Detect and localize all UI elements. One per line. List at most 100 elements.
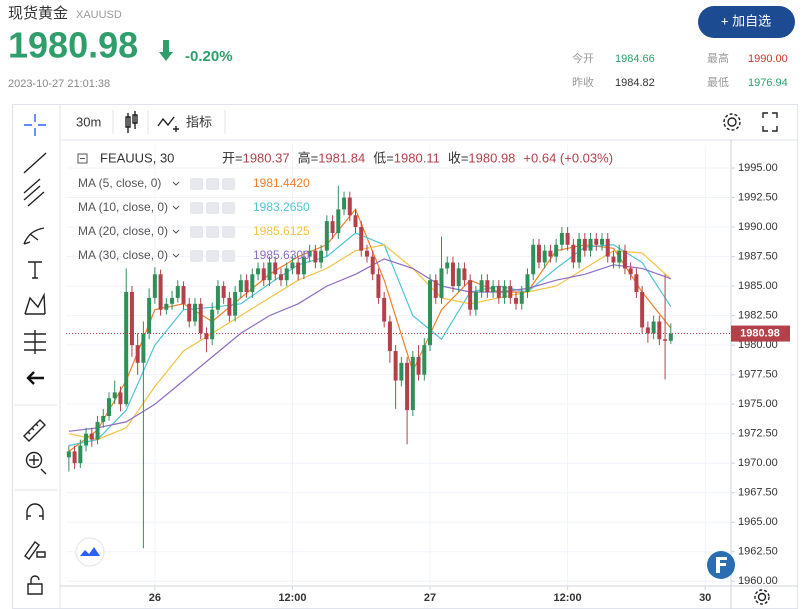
interval[interactable]: 30m <box>76 114 101 129</box>
down-arrow <box>159 40 173 61</box>
ohlc-label: 高= <box>298 150 319 165</box>
ma-name: MA (20, close, 0) <box>78 224 168 238</box>
gear-icon[interactable] <box>723 113 741 131</box>
gear-icon[interactable] <box>727 117 737 127</box>
ma-value: 1985.6300 <box>253 248 310 262</box>
candle-body <box>399 362 404 381</box>
ma-control <box>206 178 219 190</box>
y-tick-label: 1970.00 <box>738 457 778 469</box>
candle-body <box>594 238 599 245</box>
stat-label: 今开 <box>572 51 594 65</box>
y-tick-label: 1982.50 <box>738 310 778 322</box>
ma-control <box>222 250 235 262</box>
settings-button[interactable] <box>723 113 741 131</box>
candle-body <box>273 262 278 275</box>
line-tool[interactable] <box>23 152 47 174</box>
candle-body <box>244 280 249 292</box>
chart-type-button[interactable] <box>125 111 138 133</box>
y-tick-label: 1990.00 <box>738 221 778 233</box>
candle-body <box>387 321 392 352</box>
ruler-tool[interactable] <box>23 419 46 442</box>
candle-body <box>668 333 673 341</box>
candle-body <box>152 274 157 298</box>
axis-settings-button[interactable] <box>754 589 770 605</box>
title: 现货黄金 <box>8 5 68 22</box>
x-tick-label: 12:00 <box>278 592 306 604</box>
measure-tool[interactable] <box>24 330 46 354</box>
x-tick-label: 30 <box>699 592 711 604</box>
text-tool[interactable] <box>28 261 42 279</box>
zoom-tool[interactable] <box>25 451 43 469</box>
candle-body <box>502 286 507 298</box>
timestamp: 2023-10-27 21:01:38 <box>8 78 110 90</box>
y-tick-label: 1985.00 <box>738 280 778 292</box>
stat-label: 昨收 <box>572 75 594 89</box>
candle-body <box>66 451 71 458</box>
indicator-icon[interactable] <box>157 116 179 132</box>
ohlc-value: 1980.98 <box>468 150 515 165</box>
candle-body <box>571 244 576 263</box>
candle-body <box>611 256 616 263</box>
candle-body <box>301 256 306 275</box>
gear-icon[interactable] <box>757 592 767 602</box>
indicators-label[interactable]: 指标 <box>186 114 212 129</box>
candle-body <box>405 362 410 411</box>
candle-body <box>319 250 324 263</box>
tv-logo <box>75 537 105 567</box>
lock-tool[interactable] <box>27 575 43 595</box>
zoom-tool[interactable] <box>29 455 47 475</box>
candle-body <box>456 268 461 287</box>
indicators-button[interactable]: 指标 <box>157 114 212 132</box>
candle-body <box>376 274 381 298</box>
y-tick-label: 1980.00 <box>738 339 778 351</box>
collapse-icon <box>77 153 88 164</box>
ma-line <box>68 208 672 452</box>
fib-tool[interactable] <box>23 178 45 207</box>
candle-body <box>89 433 94 440</box>
price-label-bg <box>731 325 790 342</box>
candle-body <box>313 250 318 263</box>
candle-body <box>382 297 387 322</box>
candle-body <box>617 250 622 263</box>
add-watchlist-button[interactable]: + 加自选 <box>698 6 795 38</box>
candle-body <box>141 333 146 363</box>
pattern-tool[interactable] <box>24 292 46 315</box>
y-tick-label: 1972.50 <box>738 428 778 440</box>
candle-body <box>95 421 100 440</box>
ma-control <box>222 226 235 238</box>
candle-body <box>514 297 519 304</box>
fullscreen-icon[interactable] <box>762 112 778 132</box>
candle-body <box>164 303 169 310</box>
crosshair-tool[interactable] <box>24 114 46 136</box>
candle-body <box>238 280 243 292</box>
x-tick-label: 26 <box>149 592 161 604</box>
candle-body <box>290 262 295 269</box>
button-label[interactable]: + 加自选 <box>721 13 771 28</box>
candle-body <box>657 321 662 340</box>
y-tick-label: 1960.00 <box>738 575 778 587</box>
ma-control <box>206 250 219 262</box>
candle-body <box>491 286 496 292</box>
ma-value: 1981.4420 <box>253 176 310 190</box>
magnet-tool[interactable] <box>26 503 44 520</box>
ohlc-value: 1980.11 <box>394 150 440 165</box>
candle-body <box>428 280 433 346</box>
brush-tool[interactable] <box>23 227 45 245</box>
button-bg[interactable] <box>698 6 795 38</box>
candle-body <box>600 238 605 245</box>
candle-icon[interactable] <box>125 111 138 133</box>
ma-control <box>190 178 203 190</box>
change: -0.20% <box>185 48 233 65</box>
lock-draw-tool[interactable] <box>24 541 46 560</box>
chevron <box>172 253 180 258</box>
ma-line <box>68 232 672 447</box>
back-tool[interactable] <box>26 371 44 385</box>
ma-control <box>222 178 235 190</box>
candle-body <box>496 286 501 298</box>
candle-body <box>565 232 570 245</box>
ma-value: 1983.2650 <box>253 200 310 214</box>
plot-area <box>66 185 673 549</box>
interval-button[interactable]: 30m <box>76 114 101 129</box>
gear-icon[interactable] <box>754 589 770 605</box>
